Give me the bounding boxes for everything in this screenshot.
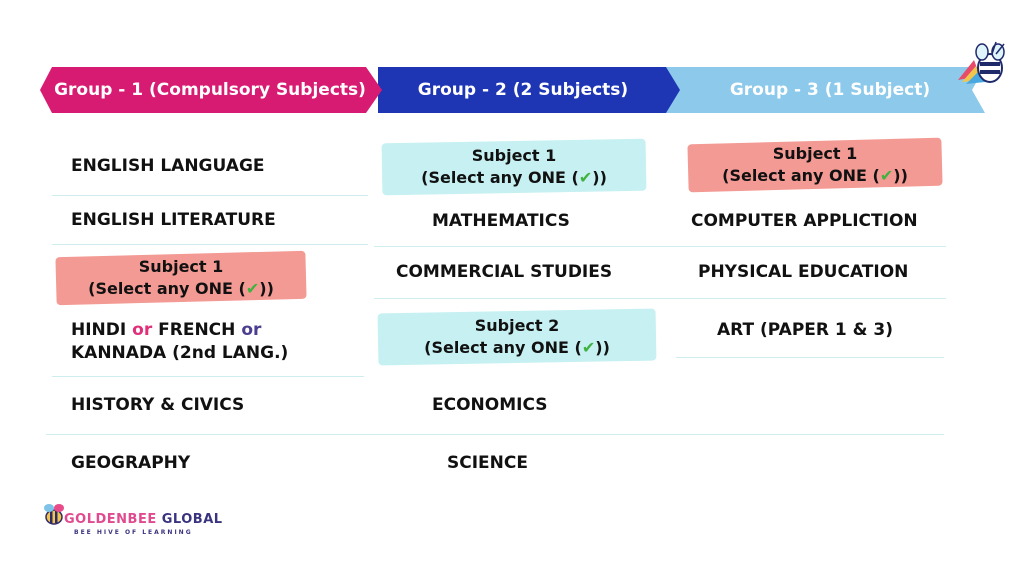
bee-logo-icon — [44, 504, 64, 525]
select-title: Subject 1 — [772, 144, 858, 163]
select-instruction: (Select any ONE (✔)) — [424, 338, 610, 357]
group1-select-badge: Subject 1 (Select any ONE (✔)) — [56, 253, 306, 303]
check-icon: ✔ — [578, 168, 593, 187]
group3-select-badge: Subject 1 (Select any ONE (✔)) — [688, 140, 942, 190]
subject-english-language: ENGLISH LANGUAGE — [71, 156, 265, 176]
group3-header: Group - 3 (1 Subject) — [729, 80, 931, 100]
subject-physical-education: PHYSICAL EDUCATION — [698, 262, 909, 282]
subject-geography: GEOGRAPHY — [71, 453, 191, 473]
select-instruction: (Select any ONE (✔)) — [88, 279, 274, 298]
group2-select2-badge: Subject 2 (Select any ONE (✔)) — [378, 312, 656, 362]
subject-history-civics: HISTORY & CIVICS — [71, 395, 245, 415]
group2-header: Group - 2 (2 Subjects) — [417, 80, 629, 100]
check-icon: ✔ — [879, 166, 894, 185]
brand-name: GOLDENBEE GLOBAL — [64, 512, 223, 527]
group1-banner-shape — [40, 67, 382, 113]
divider — [374, 298, 946, 299]
select-title: Subject 1 — [471, 146, 557, 165]
check-icon: ✔ — [581, 338, 596, 357]
subject-french: FRENCH — [158, 320, 236, 340]
divider — [46, 434, 944, 435]
group3-banner-shape — [656, 67, 985, 113]
check-icon: ✔ — [245, 279, 260, 298]
group2-banner-shape — [378, 67, 680, 113]
group2-select1-badge: Subject 1 (Select any ONE (✔)) — [382, 142, 646, 192]
subject-economics: ECONOMICS — [432, 395, 548, 415]
select-title: Subject 1 — [138, 257, 224, 276]
divider — [52, 244, 368, 245]
divider — [52, 376, 364, 377]
subject-kannada: KANNADA (2nd LANG.) — [71, 343, 289, 363]
brand-tagline: BEE HIVE OF LEARNING — [74, 529, 193, 536]
subject-mathematics: MATHEMATICS — [432, 211, 570, 231]
divider — [52, 195, 368, 196]
subject-hindi: HINDI — [71, 320, 127, 340]
divider — [374, 246, 946, 247]
or-label: or — [132, 320, 153, 340]
subject-computer-application: COMPUTER APPLICTION — [691, 211, 918, 231]
divider — [676, 357, 944, 358]
or-label: or — [241, 320, 262, 340]
bee-mascot-icon — [958, 41, 1005, 84]
group-header-banner — [40, 67, 985, 113]
select-instruction: (Select any ONE (✔)) — [722, 166, 908, 185]
group1-header: Group - 1 (Compulsory Subjects) — [54, 80, 366, 100]
subject-science: SCIENCE — [447, 453, 528, 473]
subject-art: ART (PAPER 1 & 3) — [717, 320, 893, 340]
select-instruction: (Select any ONE (✔)) — [421, 168, 607, 187]
subject-english-literature: ENGLISH LITERATURE — [71, 210, 276, 230]
subject-commercial-studies: COMMERCIAL STUDIES — [396, 262, 613, 282]
select-title: Subject 2 — [474, 316, 560, 335]
subject-second-language: HINDI or FRENCH or — [71, 318, 261, 342]
